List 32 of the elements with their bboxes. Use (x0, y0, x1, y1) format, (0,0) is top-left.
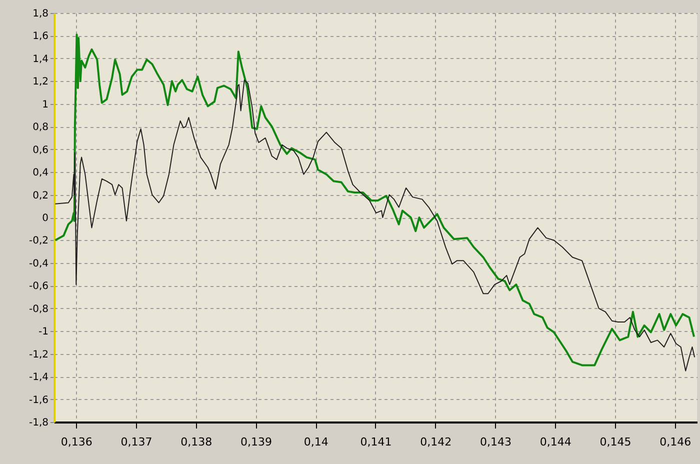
y-tick-label: 1,2 (32, 76, 48, 88)
x-tick-label: 0,141 (360, 436, 392, 448)
x-tick-label: 0,14 (304, 436, 328, 448)
y-tick-label: 1 (42, 99, 48, 110)
x-tick-label: 0,136 (60, 436, 92, 448)
x-tick-label: 0,143 (480, 436, 512, 448)
x-tick-label: 0,138 (180, 436, 212, 448)
y-tick-label: -1,2 (28, 349, 48, 360)
y-tick-label: -1,4 (28, 372, 48, 384)
y-tick-label: 0,6 (32, 144, 48, 156)
y-tick-label: -1 (38, 326, 48, 338)
y-tick-label: 1,8 (32, 8, 48, 20)
y-tick-label: 0,4 (32, 168, 48, 179)
y-tick-label: -0,8 (28, 304, 48, 315)
y-tick-label: -0,2 (28, 236, 48, 247)
y-tick-label: -0,4 (28, 258, 48, 270)
y-tick-label: 1,6 (32, 31, 48, 42)
y-tick-label: 1,4 (32, 54, 48, 65)
x-tick-label: 0,139 (240, 436, 272, 448)
line-series (54, 80, 696, 372)
y-tick-label: -0,6 (28, 281, 48, 292)
y-tick-label: 0 (42, 213, 48, 224)
y-tick-label: -1,8 (28, 418, 48, 428)
y-tick-label: -1,6 (28, 394, 48, 406)
x-tick-label: 0,146 (660, 436, 692, 448)
x-tick-label: 0,142 (420, 436, 452, 448)
line-series (54, 34, 696, 366)
y-tick-label: 0,2 (32, 190, 48, 202)
x-tick-label: 0,145 (600, 436, 632, 448)
x-tick-label: 0,137 (120, 436, 152, 448)
x-tick-label: 0,144 (540, 436, 572, 448)
y-tick-label: 0,8 (32, 122, 48, 134)
